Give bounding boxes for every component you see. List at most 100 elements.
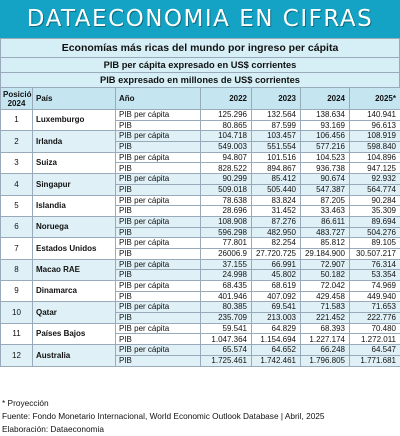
cell-value: 64.652	[251, 344, 301, 356]
table-header-row: Posición 2024 País Año 2022 2023 2024 20…	[0, 87, 400, 110]
cell-metric: PIB per cápita	[115, 280, 201, 292]
table-body: 1 Luxemburgo PIB per cápita 125.296 132.564 1…	[0, 108, 400, 367]
cell-value: 429.458	[300, 290, 350, 303]
cell-position: 11	[0, 322, 33, 346]
cell-value: 221.452	[300, 312, 350, 324]
cell-metric: PIB per cápita	[115, 130, 201, 143]
cell-value: 68.619	[251, 280, 301, 292]
cell-metric: PIB	[115, 141, 201, 153]
subtitle-per-capita: PIB per cápita expresado en US$ corrient…	[0, 57, 400, 72]
cell-position: 4	[0, 173, 33, 196]
cell-value: 551.554	[251, 141, 301, 153]
cell-metric: PIB	[115, 162, 201, 175]
table-title: Economías más ricas del mundo por ingres…	[0, 38, 400, 57]
cell-value: 547.387	[300, 183, 350, 196]
cell-value: 235.709	[200, 312, 252, 324]
col-2025: 2025*	[349, 87, 400, 110]
banner-title: DATAECONOMIA EN CIFRAS	[26, 6, 374, 32]
cell-value: 108.919	[349, 130, 400, 143]
cell-value: 449.940	[349, 290, 400, 303]
elaboration-note: Elaboración: Dataeconomia	[2, 424, 104, 434]
cell-value: 86.611	[300, 215, 350, 228]
cell-value: 74.969	[349, 280, 400, 292]
banner: DATAECONOMIA EN CIFRAS	[0, 0, 400, 38]
cell-metric: PIB	[115, 226, 201, 239]
cell-value: 213.003	[251, 312, 301, 324]
cell-value: 104.718	[200, 130, 252, 143]
cell-metric: PIB	[115, 269, 201, 281]
cell-value: 80.865	[200, 119, 252, 132]
subtitle-gdp: PIB expresado en millones de US$ corrien…	[0, 72, 400, 87]
cell-position: 8	[0, 258, 33, 282]
cell-country: Dinamarca	[32, 279, 116, 303]
cell-value: 76.314	[349, 258, 400, 271]
cell-value: 483.727	[300, 226, 350, 239]
table-row: 4 Singapur PIB per cápita 90.299 85.412 90.67…	[0, 173, 400, 196]
cell-value: 65.574	[200, 344, 252, 356]
projection-note: * Proyección	[2, 398, 49, 408]
table-row: PIB 549.003 551.554 577.216 598.840	[1, 141, 400, 153]
cell-value: 92.932	[349, 173, 400, 185]
cell-value: 85.412	[251, 173, 301, 185]
cell-metric: PIB per cápita	[115, 344, 201, 356]
cell-value: 30.507.217	[349, 247, 400, 260]
table-row: PIB 24.998 45.802 50.182 53.354	[1, 269, 400, 281]
cell-value: 26006.9	[200, 247, 252, 260]
cell-metric: PIB per cápita	[115, 237, 201, 249]
cell-value: 87.276	[251, 215, 301, 228]
table-row: 9 Dinamarca PIB per cápita 68.435 68.619 72.0…	[0, 279, 400, 303]
cell-value: 504.276	[349, 226, 400, 239]
cell-metric: PIB per cápita	[115, 194, 201, 207]
cell-value: 103.457	[251, 130, 301, 143]
cell-value: 77.801	[200, 237, 252, 249]
table-row: 7 Estados Unidos PIB per cápita 77.801 82.25…	[0, 237, 400, 260]
col-year: Año	[115, 87, 201, 110]
cell-value: 71.583	[300, 301, 350, 314]
cell-value: 1.725.461	[200, 354, 252, 367]
cell-value: 138.634	[300, 109, 350, 121]
cell-value: 140.941	[349, 109, 400, 121]
cell-value: 1.771.681	[349, 354, 400, 367]
cell-value: 407.092	[251, 290, 301, 303]
cell-value: 89.105	[349, 237, 400, 249]
cell-metric: PIB	[115, 183, 201, 196]
cell-value: 104.523	[300, 151, 350, 164]
cell-country: Islandia	[32, 194, 116, 217]
cell-metric: PIB	[115, 333, 201, 346]
cell-value: 1.154.694	[251, 333, 301, 346]
cell-position: 3	[0, 151, 33, 175]
cell-value: 59.541	[200, 322, 252, 335]
col-2022: 2022	[200, 87, 252, 110]
cell-value: 89.694	[349, 215, 400, 228]
cell-value: 564.774	[349, 183, 400, 196]
table-row: PIB 26006.9 27.720.725 29.184.900 30.507.217	[1, 247, 400, 260]
cell-value: 505.440	[251, 183, 301, 196]
table-row: PIB 1.725.461 1.742.461 1.796.805 1.771.681	[1, 354, 400, 367]
table-row: 2 Irlanda PIB per cápita 104.718 103.457 106.…	[0, 130, 400, 153]
cell-value: 482.950	[251, 226, 301, 239]
cell-value: 104.896	[349, 151, 400, 164]
cell-value: 106.456	[300, 130, 350, 143]
cell-value: 1.227.174	[300, 333, 350, 346]
table-row: PIB 28.696 31.452 33.463 35.309	[1, 205, 400, 217]
cell-value: 101.516	[251, 151, 301, 164]
cell-value: 125.296	[200, 109, 252, 121]
col-2023: 2023	[251, 87, 301, 110]
cell-value: 132.564	[251, 109, 301, 121]
cell-value: 947.125	[349, 162, 400, 175]
cell-country: Países Bajos	[32, 322, 116, 346]
cell-value: 37.155	[200, 258, 252, 271]
cell-value: 24.998	[200, 269, 252, 281]
cell-value: 87.599	[251, 119, 301, 132]
cell-value: 80.385	[200, 301, 252, 314]
cell-metric: PIB per cápita	[115, 258, 201, 271]
cell-value: 96.613	[349, 119, 400, 132]
cell-position: 1	[0, 108, 33, 132]
cell-value: 78.638	[200, 194, 252, 207]
cell-value: 72.042	[300, 280, 350, 292]
cell-value: 828.522	[200, 162, 252, 175]
cell-value: 70.480	[349, 322, 400, 335]
table-row: 3 Suiza PIB per cápita 94.807 101.516 104.523…	[0, 151, 400, 175]
cell-value: 577.216	[300, 141, 350, 153]
table-row: PIB 1.047.364 1.154.694 1.227.174 1.272.011	[1, 333, 400, 346]
